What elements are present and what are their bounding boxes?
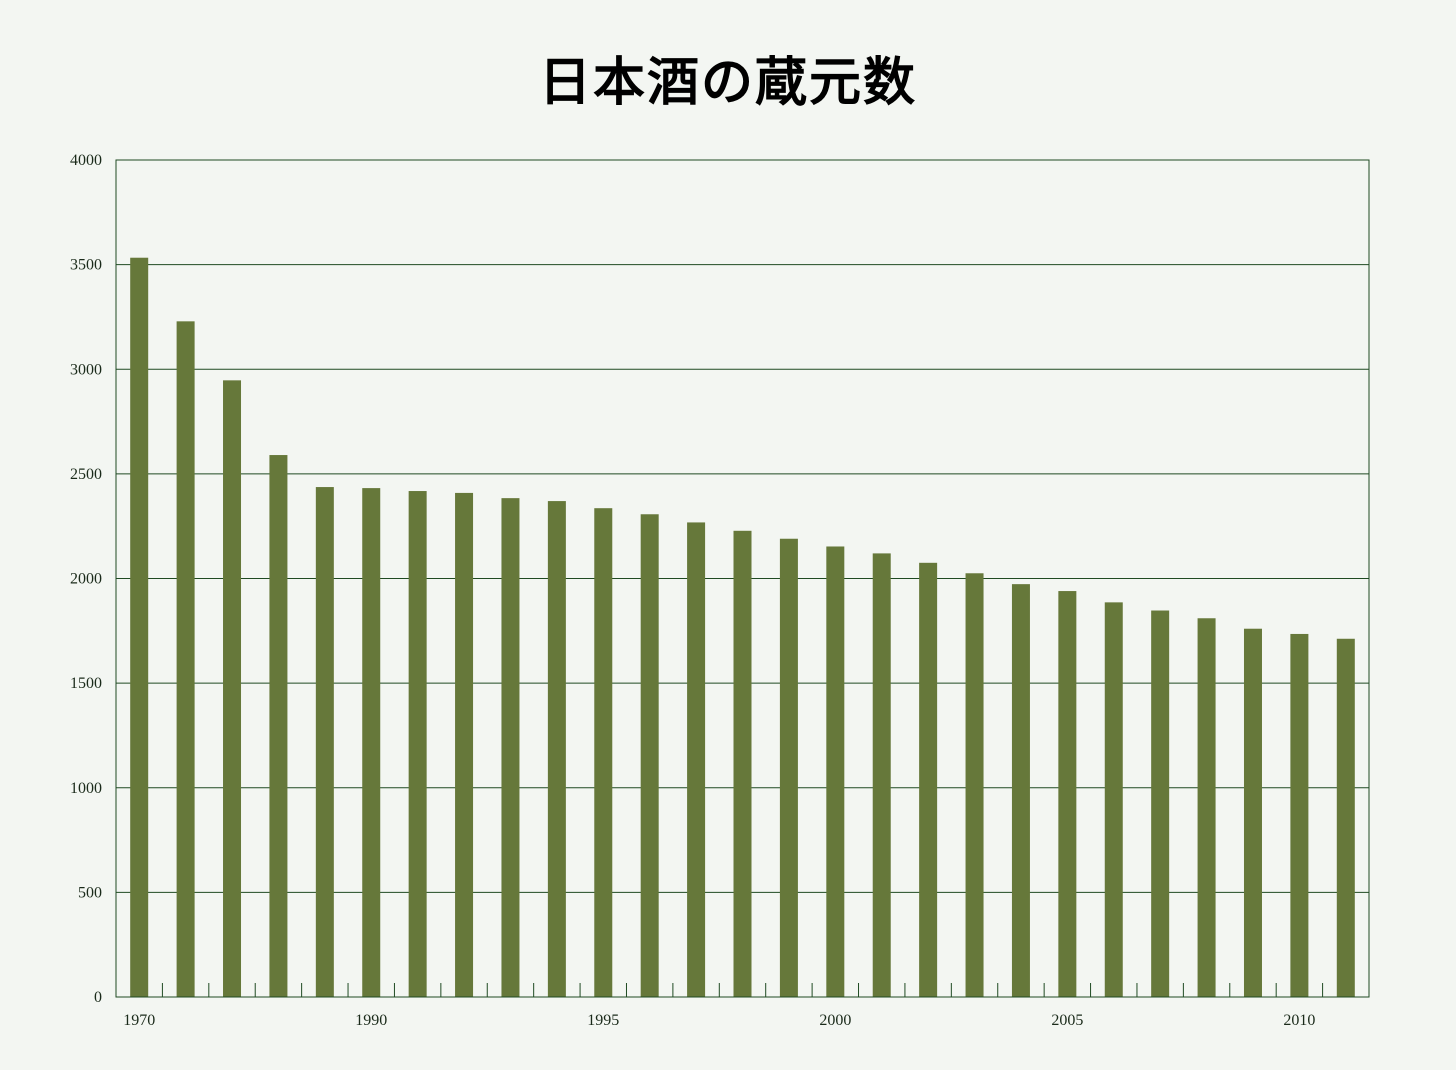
bar-24	[1243, 628, 1262, 997]
y-tick-label: 2500	[70, 466, 102, 483]
bar-13	[733, 530, 752, 997]
y-tick-label: 1000	[70, 780, 102, 797]
bar-5	[362, 488, 381, 997]
bar-8	[501, 498, 520, 997]
bar-10	[594, 508, 613, 997]
y-tick-label: 2000	[70, 571, 102, 588]
bar-4	[315, 487, 334, 997]
bar-19	[1011, 584, 1030, 997]
bar-26	[1336, 638, 1355, 997]
bar-9	[547, 501, 566, 997]
bar-17	[919, 562, 938, 997]
bar-16	[872, 553, 891, 997]
bar-1	[176, 321, 195, 997]
y-tick-label: 4000	[70, 152, 102, 169]
tick-labels: 0 500 1000 1500 2000 2500 3000 3500 4000 1970 1990…	[70, 152, 1315, 1029]
y-tick-label: 500	[78, 884, 102, 901]
bar-23	[1197, 618, 1216, 997]
axes	[115, 159, 1370, 998]
bar-21	[1104, 602, 1123, 997]
x-tick-label: 1990	[355, 1012, 387, 1029]
bar-14	[779, 538, 798, 997]
bars	[130, 257, 1355, 998]
bar-18	[965, 573, 984, 997]
x-tick-label: 2010	[1283, 1012, 1315, 1029]
bar-11	[640, 514, 659, 997]
bar-6	[408, 491, 427, 997]
y-tick-label: 3500	[70, 257, 102, 274]
x-tick-label: 2005	[1051, 1012, 1083, 1029]
x-tick-label: 1995	[587, 1012, 619, 1029]
bar-15	[826, 546, 845, 997]
y-tick-label: 0	[94, 989, 102, 1006]
bar-25	[1290, 633, 1309, 997]
bar-12	[687, 522, 706, 997]
bar-22	[1151, 610, 1170, 997]
plot-frame	[115, 159, 1370, 998]
bar-20	[1058, 591, 1077, 997]
bar-2	[223, 380, 242, 998]
x-tick-label: 1970	[123, 1012, 155, 1029]
chart-title: 日本酒の蔵元数	[538, 53, 917, 113]
bar-7	[455, 492, 474, 997]
bar-3	[269, 455, 288, 998]
y-tick-label: 3000	[70, 361, 102, 378]
y-tick-label: 1500	[70, 675, 102, 692]
bar-0	[130, 257, 149, 998]
x-tick-label: 2000	[819, 1012, 851, 1029]
